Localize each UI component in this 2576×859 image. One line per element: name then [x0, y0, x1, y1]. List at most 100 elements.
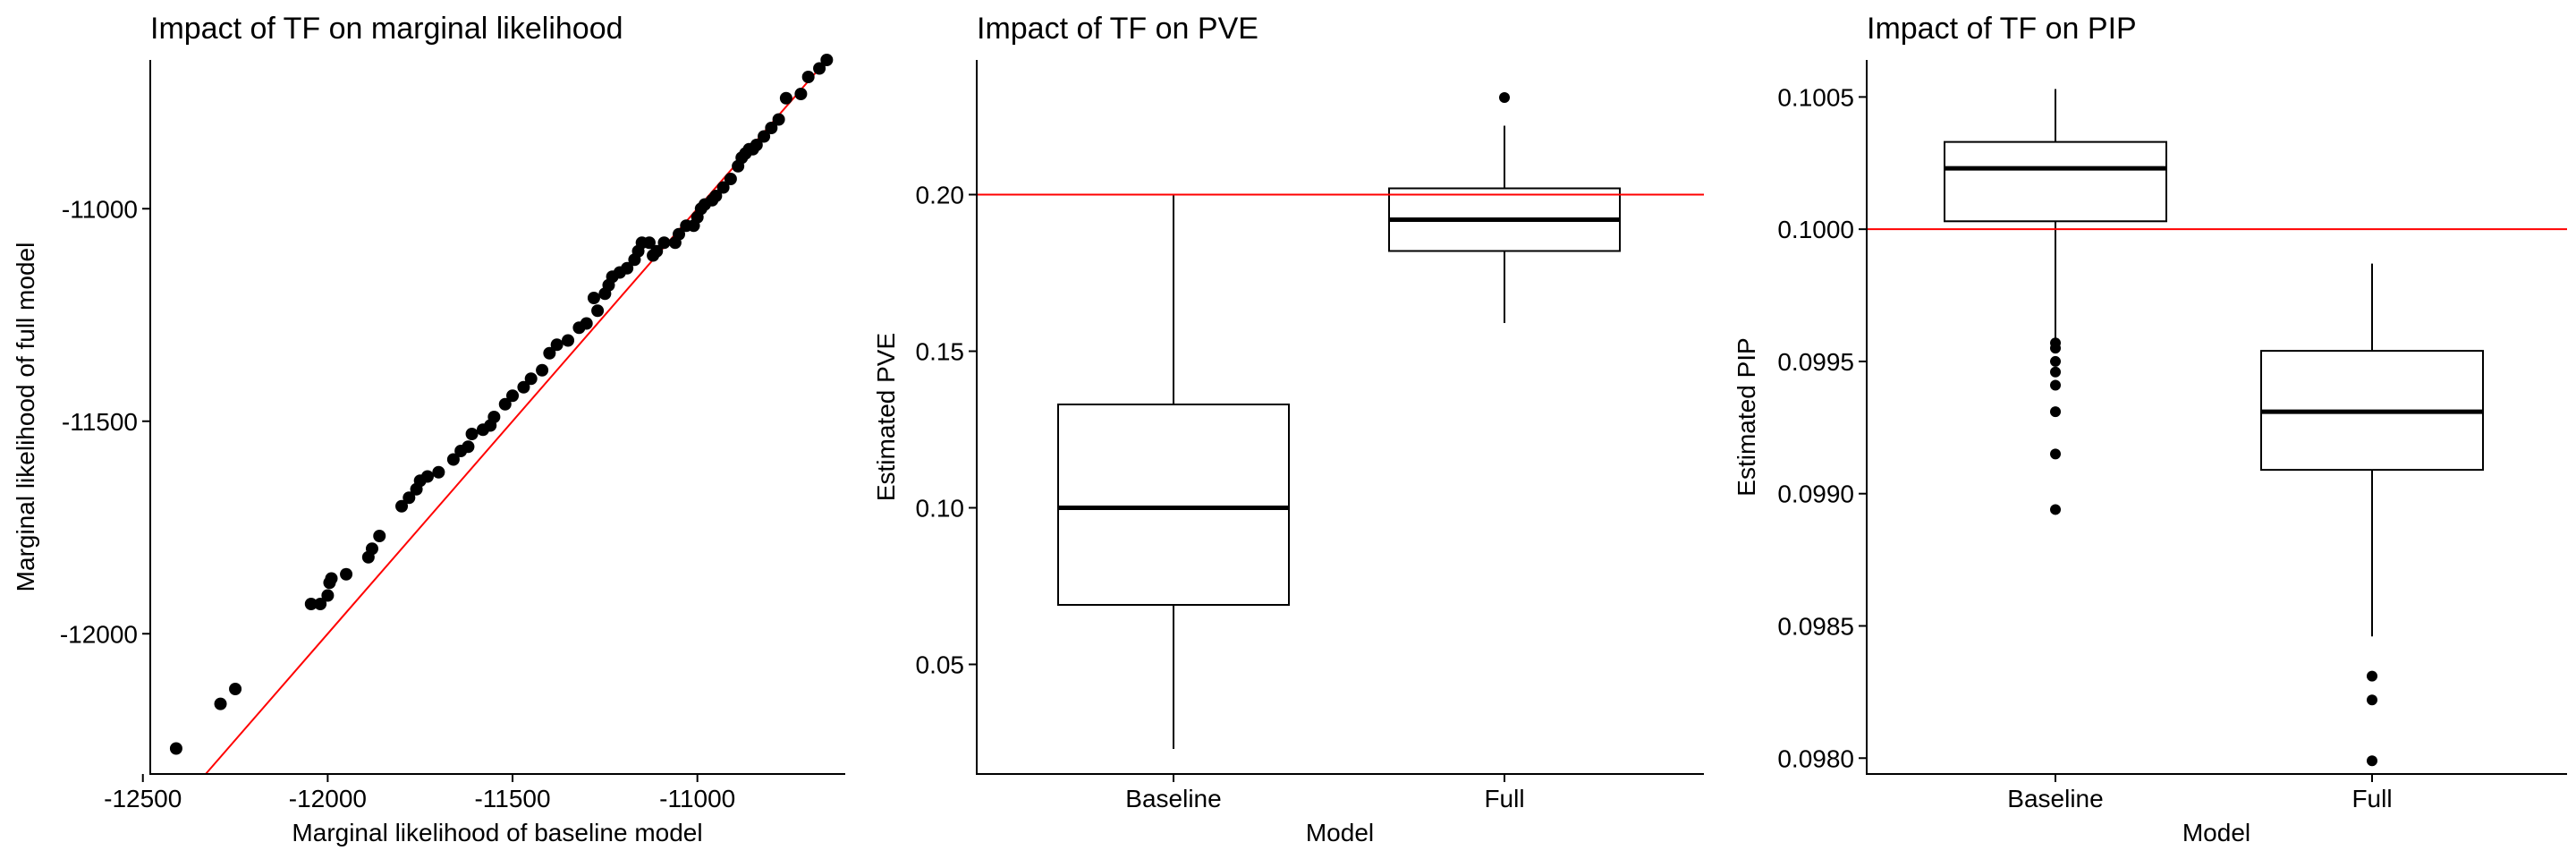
x-tick-label: Baseline: [1125, 785, 1221, 812]
x-axis-title: Model: [2182, 819, 2250, 846]
identity-reference-line: [205, 59, 828, 775]
plot-area: [169, 54, 834, 775]
scatter-point: [724, 173, 737, 185]
scatter-point: [591, 304, 605, 318]
y-tick-label: 0.15: [916, 338, 965, 366]
scatter-point: [673, 227, 686, 241]
scatter-point: [550, 338, 564, 352]
scatter-point: [373, 530, 386, 542]
scatter-point: [214, 697, 227, 710]
outlier-point: [2367, 670, 2377, 682]
panel-pip: Impact of TF on PIP Baseline Full 0.09800…: [1733, 12, 2567, 846]
scatter-point: [506, 389, 520, 403]
box-full: [2260, 263, 2484, 767]
scatter-point: [169, 742, 182, 755]
scatter-point: [395, 499, 409, 513]
scatter-point: [765, 122, 778, 134]
scatter-point: [709, 190, 723, 202]
x-tick-label: Full: [2351, 785, 2392, 812]
y-tick-label: 0.0990: [1777, 481, 1854, 508]
scatter-point: [420, 470, 434, 483]
y-tick-label: -12000: [60, 620, 138, 648]
panel-title: Impact of TF on marginal likelihood: [150, 12, 623, 46]
scatter-point: [657, 236, 671, 250]
interquartile-box: [1057, 404, 1290, 606]
x-tick-label: -12500: [104, 785, 182, 812]
scatter-point: [321, 589, 335, 602]
scatter-point: [650, 244, 664, 258]
y-axis-title: Marginal likelihood of full model: [12, 242, 39, 592]
scatter-point: [580, 317, 593, 330]
scatter-point: [820, 54, 834, 66]
panel-pve: Impact of TF on PVE Baseline Full 0.05 0.1…: [872, 12, 1704, 846]
y-axis-title: Estimated PIP: [1733, 337, 1760, 496]
scatter-point: [621, 261, 634, 275]
scatter-point: [498, 397, 512, 411]
x-axis-title: Marginal likelihood of baseline model: [292, 819, 702, 846]
outlier-point: [2367, 755, 2377, 767]
scatter-point: [229, 683, 242, 695]
scatter-point: [801, 71, 815, 83]
x-tick-label: -11000: [659, 785, 735, 812]
plot-area: [977, 92, 1704, 749]
scatter-point: [524, 372, 538, 386]
x-axis-title: Model: [1306, 819, 1374, 846]
scatter-point: [813, 62, 826, 75]
scatter-point: [465, 428, 479, 440]
y-tick-label: 0.20: [916, 182, 965, 209]
y-tick-label: 0.1000: [1777, 216, 1854, 243]
box-full: [1388, 92, 1621, 323]
scatter-point: [758, 130, 771, 143]
scatter-point: [365, 542, 378, 556]
interquartile-box: [1944, 140, 2167, 223]
outlier-point: [2050, 355, 2061, 367]
y-tick-label: 0.05: [916, 651, 965, 679]
outlier-point: [1499, 92, 1510, 103]
scatter-point: [314, 598, 327, 610]
plot-area: [1867, 89, 2567, 767]
x-axis-ticks: Baseline Full: [2007, 774, 2393, 812]
scatter-point: [642, 236, 656, 250]
scatter-point: [325, 572, 338, 585]
x-axis-ticks: -12500 -12000 -11500 -11000: [104, 774, 735, 812]
outlier-point: [2050, 366, 2061, 378]
scatter-point: [543, 346, 556, 360]
y-axis-ticks: 0.05 0.10 0.15 0.20: [916, 182, 977, 679]
y-tick-label: 0.10: [916, 495, 965, 523]
scatter-point: [587, 292, 600, 304]
outlier-point: [2050, 448, 2061, 460]
outlier-point: [2050, 343, 2061, 354]
y-axis-ticks: 0.0980 0.0985 0.0990 0.0995 0.1000 0.1005: [1777, 83, 1867, 772]
scatter-point: [716, 181, 730, 194]
scatter-point: [304, 598, 318, 610]
panel-title: Impact of TF on PVE: [977, 12, 1258, 46]
y-tick-label: 0.0985: [1777, 612, 1854, 640]
panel-title: Impact of TF on PIP: [1867, 12, 2137, 46]
scatter-point: [446, 453, 460, 466]
y-tick-label: -11000: [62, 195, 138, 223]
x-tick-label: Full: [1484, 785, 1524, 812]
x-tick-label: -12000: [289, 785, 367, 812]
scatter-point: [487, 411, 501, 423]
y-tick-label: -11500: [62, 408, 138, 436]
y-tick-label: 0.1005: [1777, 83, 1854, 111]
outlier-point: [2050, 504, 2061, 515]
scatter-point: [794, 88, 808, 100]
x-axis-ticks: Baseline Full: [1125, 774, 1525, 812]
x-tick-label: -11500: [474, 785, 550, 812]
outlier-point: [2367, 694, 2377, 706]
y-axis-title: Estimated PVE: [872, 333, 900, 501]
scatter-point: [462, 440, 475, 454]
scatter-point: [340, 567, 353, 581]
panel-marginal-likelihood: Impact of TF on marginal likelihood -125…: [12, 12, 845, 846]
scatter-point: [750, 139, 763, 151]
outlier-point: [2050, 406, 2061, 418]
scatter-point: [562, 334, 575, 347]
scatter-point: [517, 380, 530, 394]
scatter-point: [432, 465, 445, 479]
scatter-point: [536, 363, 549, 377]
y-tick-label: 0.0995: [1777, 348, 1854, 376]
box-baseline: [1944, 89, 2167, 515]
outlier-point: [2050, 379, 2061, 391]
